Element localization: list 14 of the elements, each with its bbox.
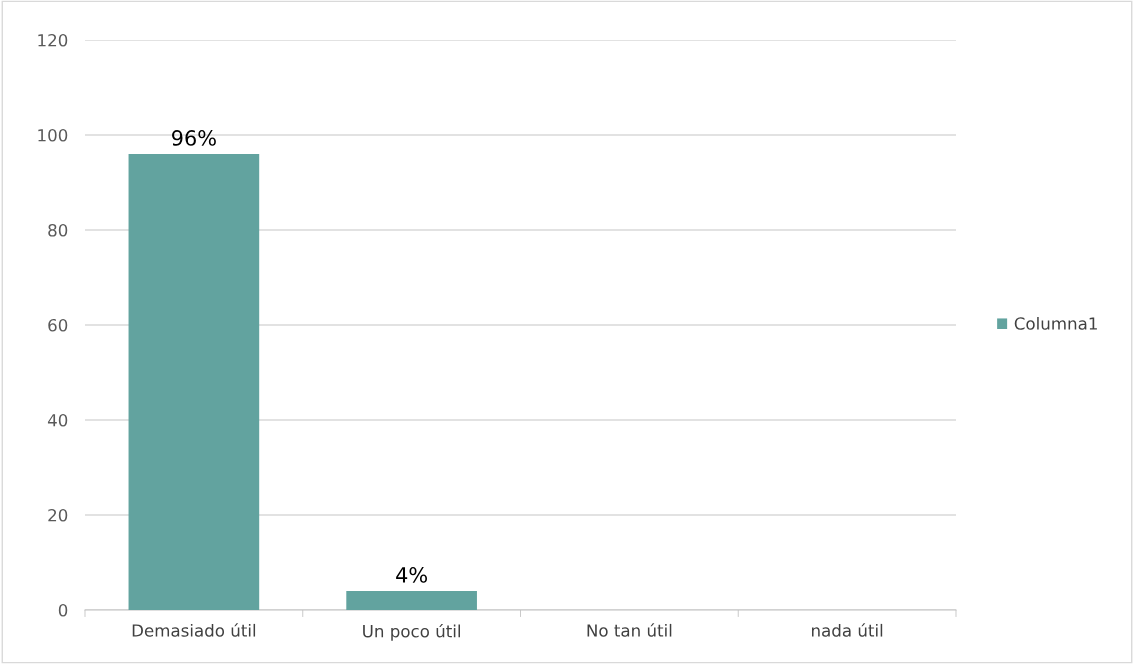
data-label: 96%	[172, 130, 216, 146]
y-tick-label: 0	[58, 603, 68, 617]
x-tick-label: Demasiado útil	[132, 623, 256, 637]
y-tick-label: 120	[38, 33, 68, 47]
data-label: 4%	[396, 567, 427, 583]
x-tick-label: No tan útil	[587, 623, 672, 637]
x-tick-label: Un poco útil	[363, 623, 460, 641]
y-tick-label: 100	[38, 128, 68, 142]
x-tick-label: nada útil	[812, 623, 883, 637]
legend-label: Columna1	[1014, 316, 1097, 330]
y-tick-label: 80	[48, 223, 68, 237]
y-tick-label: 40	[47, 413, 68, 427]
y-tick-label: 60	[48, 318, 68, 332]
y-tick-label: 20	[48, 508, 68, 522]
